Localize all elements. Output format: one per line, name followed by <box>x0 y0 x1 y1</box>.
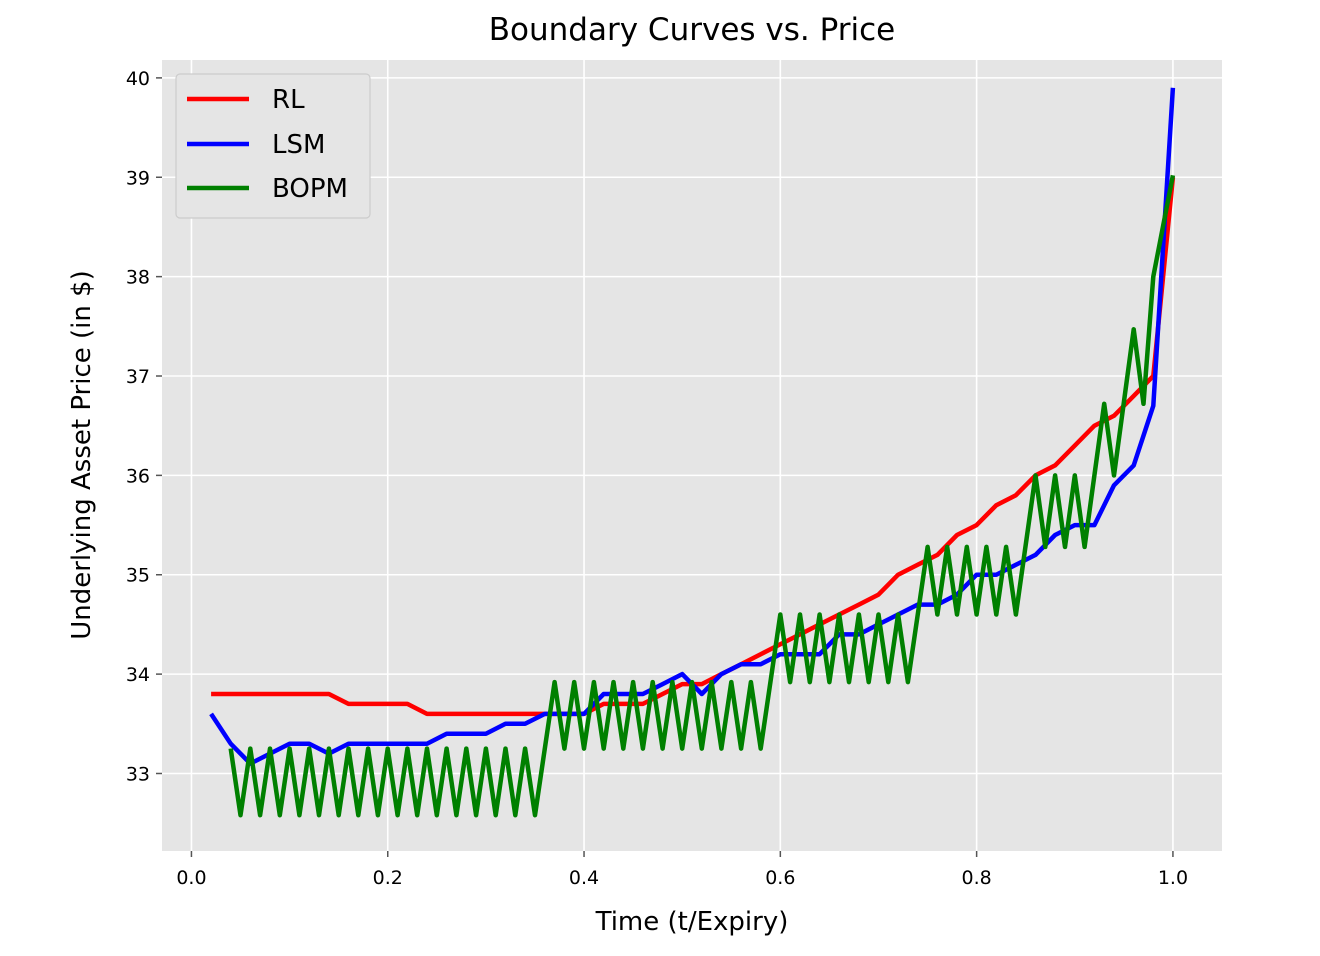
x-tick-label: 0.6 <box>765 867 795 889</box>
y-tick-label: 33 <box>126 763 150 785</box>
legend: RL LSM BOPM <box>175 73 371 219</box>
x-axis-ticks: 0.0 0.2 0.4 0.6 0.8 1.0 <box>176 851 1188 889</box>
x-tick-label: 0.0 <box>176 867 206 889</box>
x-axis-label: Time (t/Expiry) <box>595 907 789 937</box>
x-tick-label: 0.2 <box>373 867 403 889</box>
y-tick-label: 35 <box>126 565 150 587</box>
y-tick-label: 38 <box>126 267 150 289</box>
chart-title: Boundary Curves vs. Price <box>489 12 895 48</box>
y-axis-label: Underlying Asset Price (in $) <box>67 270 97 640</box>
x-tick-label: 0.8 <box>962 867 992 889</box>
y-tick-label: 34 <box>126 664 150 686</box>
y-tick-label: 37 <box>126 366 150 388</box>
legend-box <box>175 73 371 219</box>
x-tick-label: 1.0 <box>1158 867 1188 889</box>
y-tick-label: 40 <box>126 68 150 90</box>
legend-label-bopm: BOPM <box>272 174 348 204</box>
y-tick-label: 39 <box>126 167 150 189</box>
series-layer <box>209 87 1176 818</box>
legend-label-rl: RL <box>272 85 305 115</box>
legend-label-lsm: LSM <box>272 130 325 160</box>
series-line-bopm <box>228 174 1176 818</box>
grid <box>162 60 1222 851</box>
y-axis-ticks: 33 34 35 36 37 38 39 40 <box>126 68 162 785</box>
y-tick-label: 36 <box>126 465 150 487</box>
x-tick-label: 0.4 <box>569 867 599 889</box>
